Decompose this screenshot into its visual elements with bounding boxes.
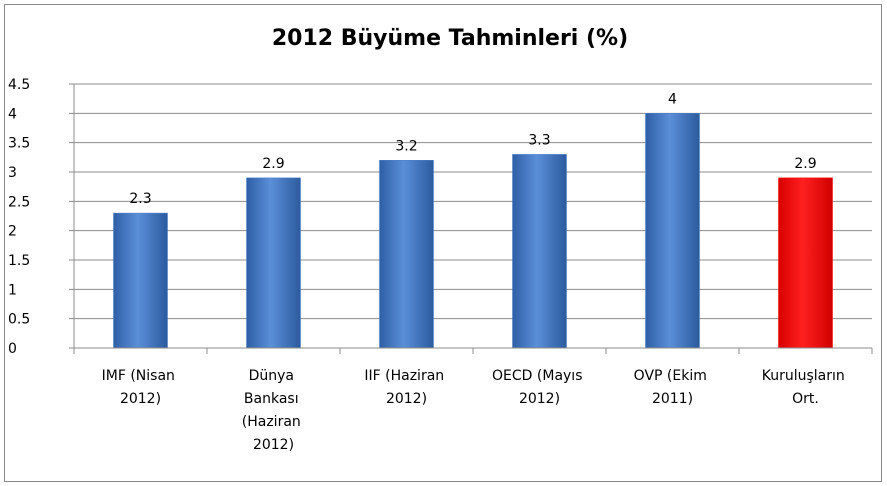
bar — [512, 154, 567, 349]
bar — [246, 177, 301, 349]
x-tick-label: OECD (Mayıs 2012) — [492, 368, 587, 407]
y-tick-label: 4.5 — [8, 77, 30, 93]
y-tick-label: 1 — [8, 282, 17, 298]
y-tick-label: 4 — [8, 106, 17, 122]
y-tick-label: 2.5 — [8, 194, 30, 210]
value-label: 3.2 — [395, 138, 417, 154]
chart-title: 2012 Büyüme Tahminleri (%) — [272, 26, 628, 51]
x-tick-label: IIF (Haziran 2012) — [364, 368, 448, 407]
y-tick-label: 0 — [8, 341, 17, 357]
bar — [113, 212, 168, 349]
x-tick-label: Kuruluşların Ort. — [762, 368, 849, 407]
x-tick-label: IMF (Nisan 2012) — [102, 368, 180, 407]
y-tick-label: 3.5 — [8, 136, 30, 152]
value-label: 4 — [668, 91, 677, 107]
y-tick-label: 3 — [8, 165, 17, 181]
x-tick-label: Dünya Bankası (Haziran 2012) — [242, 368, 305, 453]
bar — [645, 113, 700, 349]
y-tick-label: 1.5 — [8, 253, 30, 269]
value-label: 2.3 — [129, 191, 151, 207]
value-label: 3.3 — [528, 132, 550, 148]
value-label: 2.9 — [794, 156, 816, 172]
value-label: 2.9 — [262, 156, 284, 172]
bar — [379, 160, 434, 349]
y-tick-label: 0.5 — [8, 312, 30, 328]
bar — [778, 177, 833, 349]
x-tick-label: OVP (Ekim 2011) — [634, 368, 712, 407]
y-tick-label: 2 — [8, 224, 17, 240]
